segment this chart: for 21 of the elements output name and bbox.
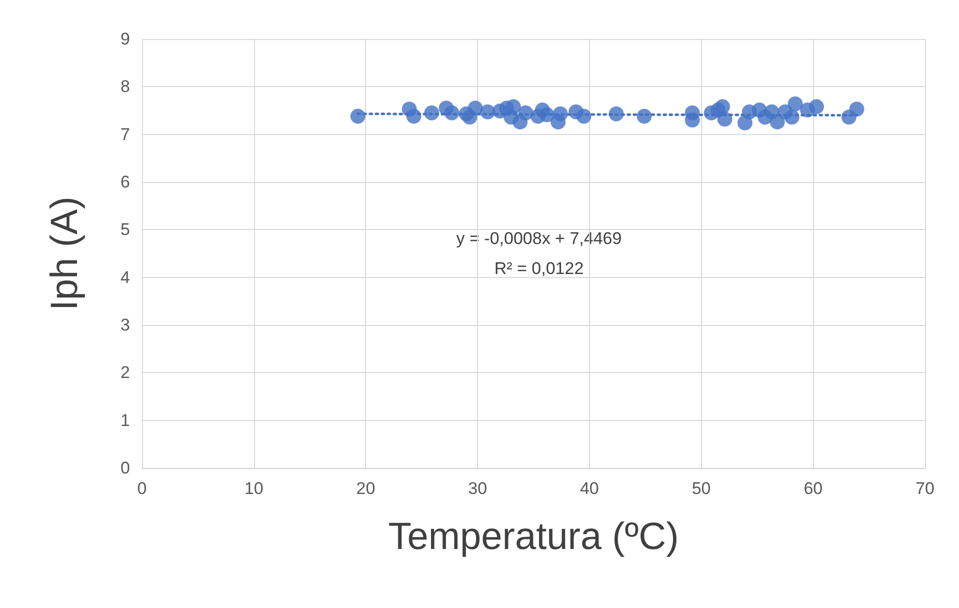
y-tick-label: 7: [120, 124, 130, 144]
y-tick-label: 5: [120, 220, 130, 240]
x-tick-label: 20: [356, 479, 376, 498]
x-tick-label: 0: [137, 479, 147, 498]
x-tick-label: 10: [244, 479, 264, 498]
x-axis-title: Temperatura (ºC): [388, 516, 679, 558]
y-tick-label: 9: [120, 30, 130, 48]
x-tick-label: 40: [580, 479, 599, 498]
annotation: R² = 0,0122: [494, 259, 584, 278]
x-tick-label: 60: [804, 479, 823, 498]
y-tick-label: 0: [120, 458, 130, 478]
y-tick-label: 8: [120, 77, 130, 96]
y-tick-label: 3: [120, 316, 130, 334]
y-tick-label: 2: [120, 363, 130, 382]
y-tick-label: 6: [120, 172, 130, 192]
y-axis-title: Iph (A): [44, 196, 86, 311]
x-tick-label: 50: [692, 479, 711, 498]
x-tick-label: 70: [916, 479, 934, 498]
x-tick-label: 30: [468, 479, 488, 498]
y-tick-label: 1: [120, 410, 130, 430]
y-tick-label: 4: [120, 268, 130, 287]
